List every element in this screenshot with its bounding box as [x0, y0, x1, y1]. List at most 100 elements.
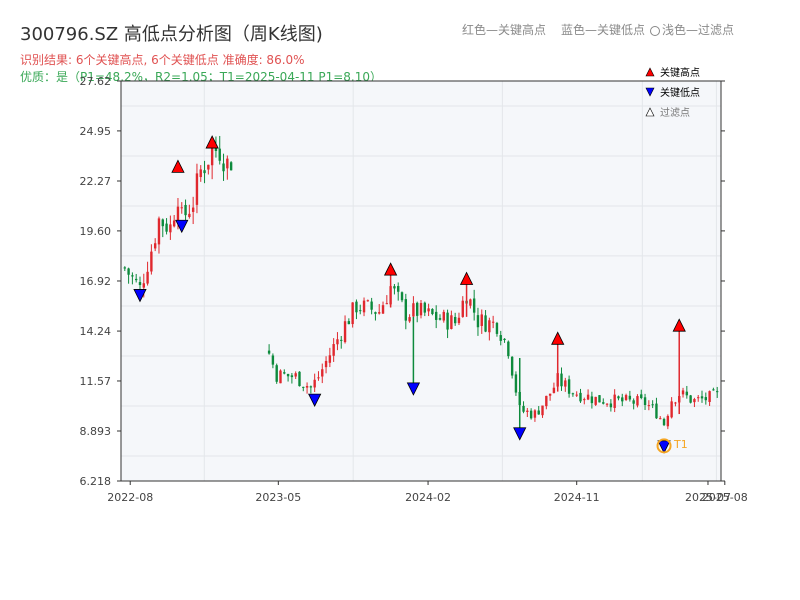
candle-body — [545, 395, 548, 407]
candle-body — [131, 275, 134, 277]
hint-red-high: 红色—关键高点 — [462, 23, 547, 37]
candle-body — [142, 283, 145, 288]
candle-body — [651, 404, 654, 406]
candle-body — [222, 163, 225, 172]
candle-body — [628, 395, 632, 400]
candle-body — [488, 320, 491, 333]
candle-body — [412, 303, 415, 317]
candle-body — [161, 219, 164, 227]
candle-body — [188, 213, 191, 217]
hint-light-label: 浅色—过滤点 — [662, 23, 735, 37]
candle-body — [374, 312, 377, 314]
candle-body — [210, 147, 214, 166]
candle-body — [457, 317, 461, 324]
candle-body — [366, 300, 370, 302]
key-low-marker — [175, 219, 189, 234]
legend-label: 关键高点 — [660, 66, 700, 79]
candle-body — [541, 405, 544, 416]
candle-body — [700, 396, 704, 399]
candle-body — [332, 344, 335, 356]
candle-body — [469, 299, 472, 306]
candle-body — [207, 164, 210, 170]
target-label: T1 — [673, 438, 688, 451]
candle-body — [442, 311, 445, 321]
candle-body — [647, 405, 651, 407]
candle-body — [632, 400, 635, 404]
key-high-marker — [171, 159, 185, 173]
candle-body — [689, 395, 692, 403]
legend-filtered-icon — [645, 107, 655, 117]
candle-body — [146, 271, 149, 284]
candle-body — [328, 355, 332, 363]
candle-body — [397, 286, 400, 292]
candle-body — [491, 321, 495, 323]
candle-body — [313, 379, 316, 388]
key-low-marker — [133, 289, 147, 303]
candle-body — [416, 302, 419, 316]
candle-body — [514, 374, 518, 393]
candle-body — [180, 207, 183, 209]
candle-body — [302, 386, 305, 388]
candle-body — [195, 173, 199, 205]
key-high-marker — [459, 271, 474, 285]
candle-body — [294, 373, 297, 377]
key-low-marker — [406, 382, 421, 396]
candle-body — [157, 218, 161, 245]
candle-body — [271, 355, 275, 365]
candle-body — [438, 318, 442, 320]
candle-body — [229, 162, 233, 171]
candle-body — [594, 396, 597, 405]
candle-body — [359, 310, 362, 312]
candle-body — [476, 315, 480, 328]
candle-body — [218, 148, 221, 161]
x-tick-label: 2025-07 — [685, 491, 731, 504]
candle-body — [579, 392, 582, 402]
candle-body — [526, 410, 529, 412]
candle-body — [659, 418, 662, 420]
candle-body — [552, 387, 556, 393]
candle-body — [507, 341, 510, 357]
candle-body — [138, 282, 142, 286]
candle-body — [480, 314, 483, 326]
candle-body — [567, 379, 571, 394]
candle-body — [153, 243, 157, 249]
y-tick-label: 19.60 — [80, 225, 112, 238]
candle-body — [423, 302, 426, 313]
candle-body — [290, 375, 294, 378]
y-tick-label: 24.95 — [80, 125, 112, 138]
plot-area — [121, 81, 721, 481]
candle-body — [305, 386, 309, 388]
candle-body — [503, 338, 506, 341]
candle-body — [378, 312, 381, 314]
x-tick-label: 2025-08 — [702, 491, 748, 504]
candle-body — [602, 402, 605, 404]
candle-body — [617, 396, 620, 399]
candle-body — [385, 303, 389, 305]
candle-body — [199, 169, 202, 178]
candle-body — [716, 391, 719, 393]
key-high-marker — [205, 135, 219, 149]
y-tick-label: 6.218 — [80, 475, 112, 488]
legend-label: 关键低点 — [660, 86, 700, 99]
candle-body — [169, 224, 172, 233]
candle-body — [605, 403, 609, 405]
candle-body — [298, 371, 301, 387]
candle-body — [636, 396, 639, 406]
candle-body — [191, 207, 195, 212]
candle-body — [453, 316, 457, 324]
candle-body — [484, 315, 487, 332]
candle-body — [321, 369, 324, 377]
candle-body — [522, 405, 525, 412]
key-high-marker — [672, 318, 686, 332]
y-tick-label: 8.893 — [80, 425, 112, 438]
candle-body — [176, 206, 180, 222]
candle-body — [693, 399, 696, 403]
candle-body — [560, 373, 563, 387]
candle-body — [275, 365, 278, 382]
candle-body — [351, 302, 354, 325]
candle-body — [571, 393, 575, 395]
candle-body — [434, 311, 438, 320]
y-tick-label: 11.57 — [80, 375, 112, 388]
candle-body — [537, 410, 540, 415]
key-low-marker — [308, 393, 322, 407]
